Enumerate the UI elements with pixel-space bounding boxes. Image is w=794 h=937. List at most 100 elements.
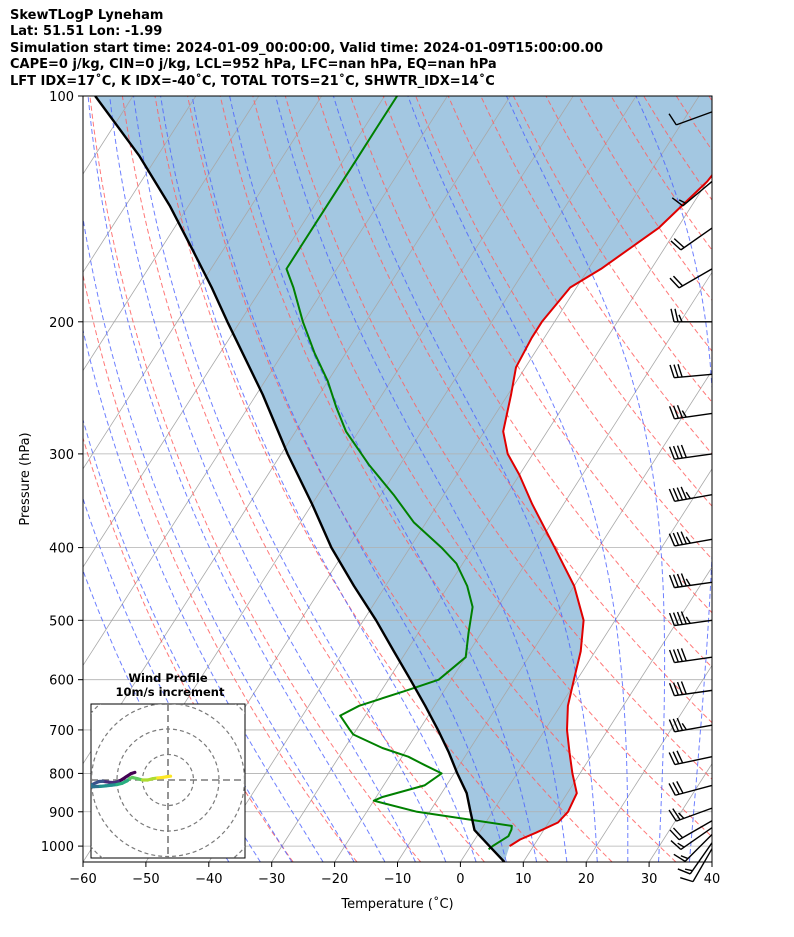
isotherm-line xyxy=(0,96,7,862)
moist-adiabat xyxy=(720,96,781,862)
wind-barb xyxy=(669,268,713,289)
dry-adiabat xyxy=(447,96,712,507)
y-tick-label: 900 xyxy=(49,806,74,821)
moist-adiabat xyxy=(87,96,386,862)
moist-adiabat xyxy=(275,96,568,862)
isotherm-line xyxy=(460,468,712,862)
dry-adiabat xyxy=(415,96,712,560)
dry-adiabat xyxy=(187,96,613,862)
moist-adiabat xyxy=(191,96,507,862)
wind-barb xyxy=(668,807,713,822)
moist-adiabat xyxy=(133,96,447,862)
isotherm-line xyxy=(83,96,448,667)
wind-barb xyxy=(670,827,713,851)
dry-adiabat xyxy=(219,96,677,862)
moist-adiabat xyxy=(635,96,712,862)
x-tick-label: −40 xyxy=(195,872,222,887)
hodograph-segment xyxy=(165,774,173,779)
wind-barb xyxy=(670,227,713,251)
x-tick-label: −10 xyxy=(384,872,411,887)
dry-adiabat xyxy=(774,96,794,862)
wind-barb xyxy=(668,531,713,547)
isotherm-line xyxy=(0,96,70,862)
isotherm-line xyxy=(711,861,712,862)
isotherm-line xyxy=(208,96,700,862)
wind-barb xyxy=(668,486,713,502)
isotherm-line xyxy=(585,664,712,862)
wind-barb xyxy=(671,180,713,207)
wind-barb xyxy=(668,681,713,697)
wind-barb xyxy=(668,444,713,460)
dry-adiabat xyxy=(284,96,712,780)
wind-barb xyxy=(669,820,713,841)
dry-adiabat xyxy=(89,96,422,862)
location-line: Lat: 51.51 Lon: -1.99 xyxy=(10,24,163,40)
wind-barb xyxy=(668,111,713,126)
x-tick-label: −20 xyxy=(321,872,348,887)
inset-subtitle: 10m/s increment xyxy=(116,685,225,699)
x-axis-label: Temperature (˚C) xyxy=(340,896,453,912)
y-tick-label: 1000 xyxy=(41,840,74,855)
moist-adiabat xyxy=(83,215,355,862)
moist-adiabat xyxy=(506,96,666,862)
y-tick-label: 800 xyxy=(49,767,74,782)
dry-adiabat xyxy=(317,96,712,724)
parcel-line xyxy=(94,96,506,862)
wind-barb xyxy=(668,750,713,766)
temperature-line xyxy=(502,173,712,847)
times-line: Simulation start time: 2024-01-09_00:00:… xyxy=(10,40,603,56)
wind-barb xyxy=(668,781,713,796)
isotherm-line xyxy=(334,271,712,862)
wind-barb xyxy=(668,573,713,589)
wind-barb xyxy=(669,364,713,379)
x-tick-label: 20 xyxy=(578,872,595,887)
x-tick-label: 30 xyxy=(641,872,658,887)
isotherm-line xyxy=(83,96,385,568)
dry-adiabat xyxy=(252,96,712,838)
x-tick-label: 0 xyxy=(456,872,464,887)
x-tick-label: 40 xyxy=(704,872,721,887)
isotherm-line xyxy=(397,369,712,862)
x-tick-label: −50 xyxy=(132,872,159,887)
wind-barb xyxy=(668,717,713,733)
isotherm-line xyxy=(83,96,322,470)
indices-line-2: LFT IDX=17˚C, K IDX=-40˚C, TOTAL TOTS=21… xyxy=(10,73,495,89)
moist-adiabat xyxy=(160,96,477,862)
dry-adiabat xyxy=(480,96,712,455)
wind-barb xyxy=(677,842,713,875)
isotherm-line xyxy=(83,96,260,372)
dewpoint-line xyxy=(285,96,513,851)
y-tick-label: 400 xyxy=(49,542,74,557)
moist-adiabat xyxy=(83,327,324,862)
isotherm-line xyxy=(775,96,794,862)
dry-adiabat xyxy=(83,436,294,862)
dry-adiabat xyxy=(83,272,358,862)
y-tick-label: 100 xyxy=(49,90,74,105)
wind-barb xyxy=(668,404,713,420)
title-block: SkewTLogP Lyneham Lat: 51.51 Lon: -1.99 … xyxy=(10,8,603,90)
x-tick-label: 10 xyxy=(515,872,532,887)
moist-adiabat xyxy=(109,96,416,862)
dry-adiabat xyxy=(708,96,712,102)
y-tick-label: 200 xyxy=(49,316,74,331)
wind-barb xyxy=(670,308,712,323)
y-tick-label: 600 xyxy=(49,674,74,689)
wind-barb xyxy=(673,834,713,862)
moist-adiabat xyxy=(83,418,293,862)
dry-adiabat xyxy=(675,96,712,152)
dry-adiabat xyxy=(742,96,794,862)
shaded-area xyxy=(95,96,712,862)
isotherm-line xyxy=(83,96,197,274)
y-tick-label: 700 xyxy=(49,724,74,739)
wind-barb xyxy=(680,848,713,883)
moist-adiabat xyxy=(407,96,629,862)
dry-adiabat xyxy=(121,96,485,862)
x-tick-label: −60 xyxy=(69,872,96,887)
plot-area xyxy=(0,96,794,862)
chart-title: SkewTLogP Lyneham xyxy=(10,8,164,23)
wind-barb xyxy=(668,648,713,664)
wind-barb xyxy=(668,611,713,627)
x-tick-label: −30 xyxy=(258,872,285,887)
